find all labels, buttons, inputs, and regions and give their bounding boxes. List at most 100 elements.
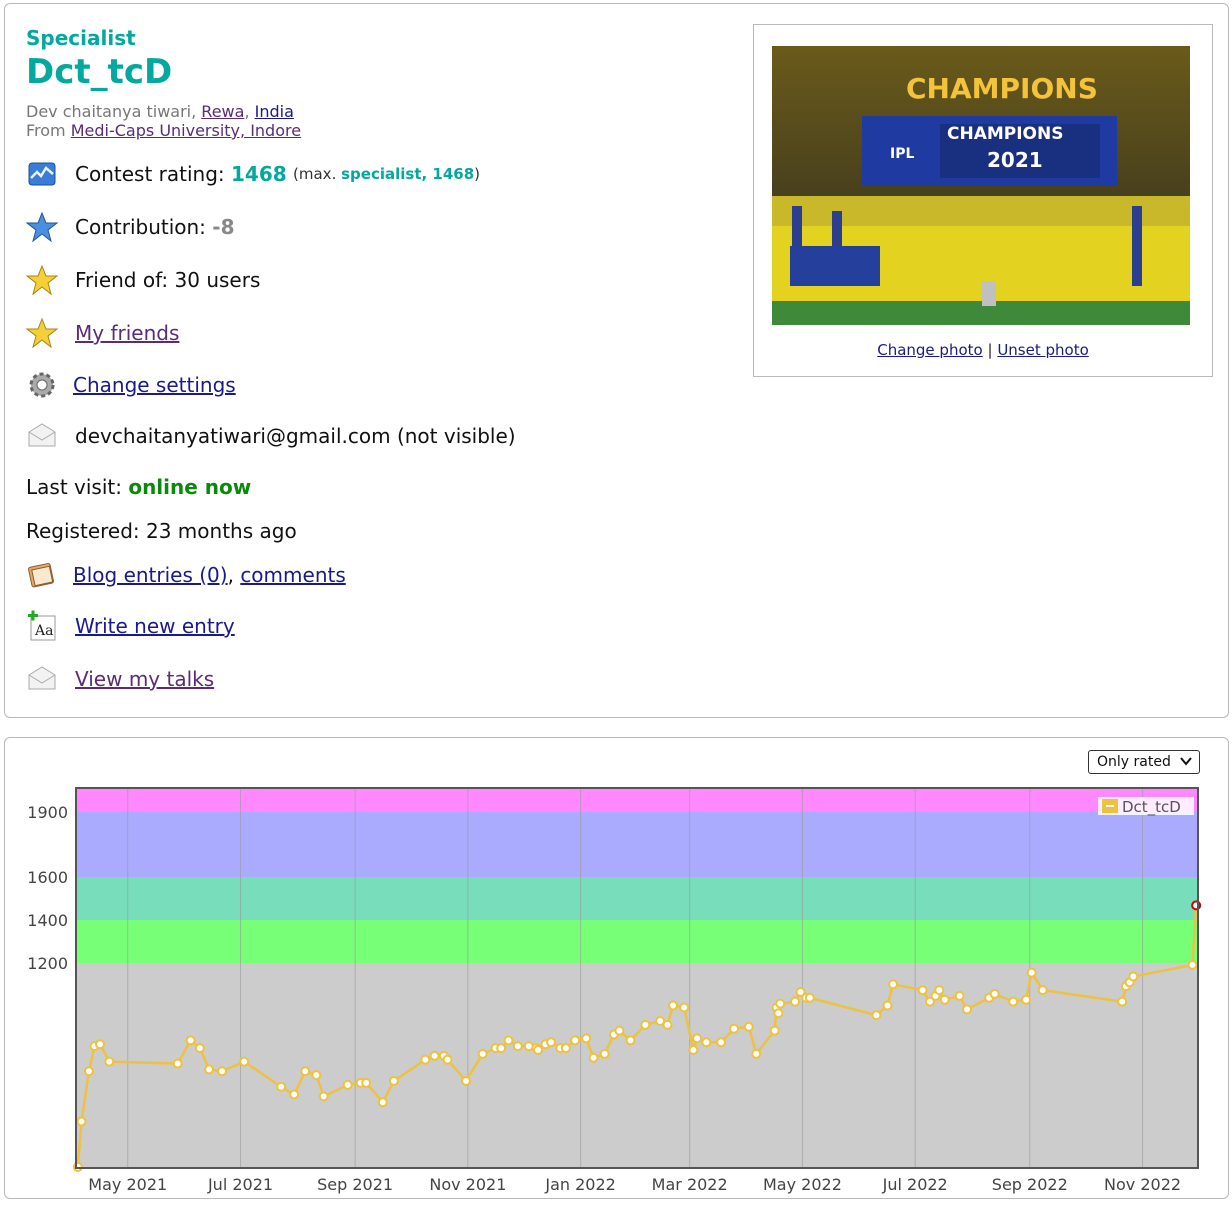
rating-point (570, 1035, 581, 1046)
blog-book-icon (25, 558, 59, 592)
country-link[interactable]: India (254, 102, 294, 121)
rating-point (775, 998, 786, 1009)
user-handle: Dct_tcD (26, 52, 173, 92)
rating-point (318, 1091, 329, 1102)
rating-point (588, 1052, 599, 1063)
rating-point (679, 1002, 690, 1013)
unset-photo-link[interactable]: Unset photo (997, 341, 1089, 359)
rating-point (751, 1048, 762, 1059)
rating-point (104, 1056, 115, 1067)
rating-point (172, 1058, 183, 1069)
user-full-name: Dev chaitanya tiwari (26, 102, 192, 121)
last-visit-value: online now (128, 475, 252, 499)
x-tick-label: Mar 2022 (652, 1175, 728, 1194)
my-friends-link[interactable]: My friends (75, 321, 180, 345)
x-tick-label: May 2022 (763, 1175, 842, 1194)
rating-point (388, 1075, 399, 1086)
change-settings-link[interactable]: Change settings (73, 373, 236, 397)
contest-rating-label: Contest rating: (75, 162, 225, 186)
y-tick-label: 1600 (27, 868, 68, 887)
rating-point (239, 1056, 250, 1067)
x-tick-label: May 2021 (88, 1175, 167, 1194)
contribution-label: Contribution: (75, 215, 206, 239)
svg-text:Aa: Aa (34, 623, 53, 639)
gold-star-icon (25, 316, 59, 350)
rating-band (76, 920, 1198, 963)
rating-point (625, 1035, 636, 1046)
chevron-down-icon (1179, 754, 1193, 772)
rating-point (503, 1035, 514, 1046)
rating-point (442, 1054, 453, 1065)
blog-entries-link[interactable]: Blog entries (0) (73, 563, 228, 587)
rating-point (668, 1000, 679, 1011)
contest-rating-row: Contest rating: 1468 (max. specialist, 1… (25, 154, 480, 194)
rating-point (640, 1019, 651, 1030)
rating-filter-select[interactable]: Only rated (1088, 750, 1200, 774)
photo-banner-main: CHAMPIONS (947, 124, 1064, 144)
rating-point (939, 994, 950, 1005)
max-suffix: ) (474, 165, 481, 183)
rating-point (1117, 996, 1128, 1007)
envelope-icon (25, 662, 59, 696)
rating-point (377, 1097, 388, 1108)
y-tick-label: 1400 (27, 911, 68, 930)
rating-filter-value: Only rated (1097, 754, 1171, 770)
x-tick-label: Sep 2022 (992, 1175, 1068, 1194)
rating-point (599, 1048, 610, 1059)
rating-chart: 1200 1400 1600 1900 May 2021 Jul 2021 Sep 202… (27, 787, 1202, 1194)
max-rating: (max. specialist, 1468) (293, 165, 480, 183)
x-tick-label: Nov 2022 (1104, 1175, 1181, 1194)
rating-point (729, 1023, 740, 1034)
rating-point (655, 1016, 666, 1027)
rating-point (342, 1079, 353, 1090)
gear-icon (25, 368, 59, 402)
rating-graph-box: Only rated 1200 1400 1600 1900 May 2021 Jul … (4, 737, 1229, 1199)
rating-point (1021, 994, 1032, 1005)
rating-point (560, 1043, 571, 1054)
email-row: devchaitanyatiwari@gmail.com (not visibl… (25, 416, 516, 456)
rating-point (217, 1066, 228, 1077)
rating-point (924, 996, 935, 1007)
envelope-icon (25, 419, 59, 453)
rating-point (512, 1041, 523, 1052)
rating-point (289, 1089, 300, 1100)
change-photo-link[interactable]: Change photo (877, 341, 983, 359)
title-photo-frame: CHAMPIONS CHAMPIONS 2021 IPL Change phot… (753, 24, 1213, 377)
profile-box: Specialist Dct_tcD Dev chaitanya tiwari,… (4, 3, 1229, 718)
rating-point (882, 1000, 893, 1011)
photo-links-separator: | (987, 341, 993, 359)
write-new-entry-link[interactable]: Write new entry (75, 614, 235, 638)
organization-link[interactable]: Medi-Caps University, Indore (70, 121, 302, 140)
comments-link[interactable]: comments (240, 563, 346, 587)
last-visit-label: Last visit: (26, 475, 122, 499)
blog-entries-row: Blog entries (0), comments (25, 555, 346, 595)
rating-point (83, 1066, 94, 1077)
rating-point (790, 996, 801, 1007)
rating-band (76, 788, 1198, 812)
city-link[interactable]: Rewa (201, 102, 245, 121)
photo-banner-year: 2021 (987, 148, 1043, 172)
user-title-photo: CHAMPIONS CHAMPIONS 2021 IPL (772, 46, 1190, 325)
rating-point (300, 1066, 311, 1077)
user-location-line: Dev chaitanya tiwari, Rewa, India (26, 102, 294, 121)
rating-point (194, 1043, 205, 1054)
write-entry-row: Aa Write new entry (25, 606, 235, 646)
email-text: devchaitanyatiwari@gmail.com (not visibl… (75, 424, 516, 448)
rating-point (1037, 985, 1048, 996)
user-rank: Specialist (26, 26, 136, 50)
friend-of-row: Friend of: 30 users (25, 260, 260, 300)
rating-point (716, 1037, 727, 1048)
rating-point (961, 1004, 972, 1015)
contribution-value: -8 (212, 215, 235, 239)
rating-point (917, 985, 928, 996)
write-entry-icon: Aa (25, 609, 59, 643)
rating-point (496, 1043, 507, 1054)
last-visit-row: Last visit: online now (26, 475, 251, 499)
x-tick-label: Jul 2022 (882, 1175, 948, 1194)
rating-point (276, 1081, 287, 1092)
rating-point (888, 979, 899, 990)
rating-band (76, 812, 1198, 877)
view-my-talks-link[interactable]: View my talks (75, 667, 215, 691)
rating-point (773, 1008, 784, 1019)
x-tick-label: Jan 2022 (544, 1175, 615, 1194)
